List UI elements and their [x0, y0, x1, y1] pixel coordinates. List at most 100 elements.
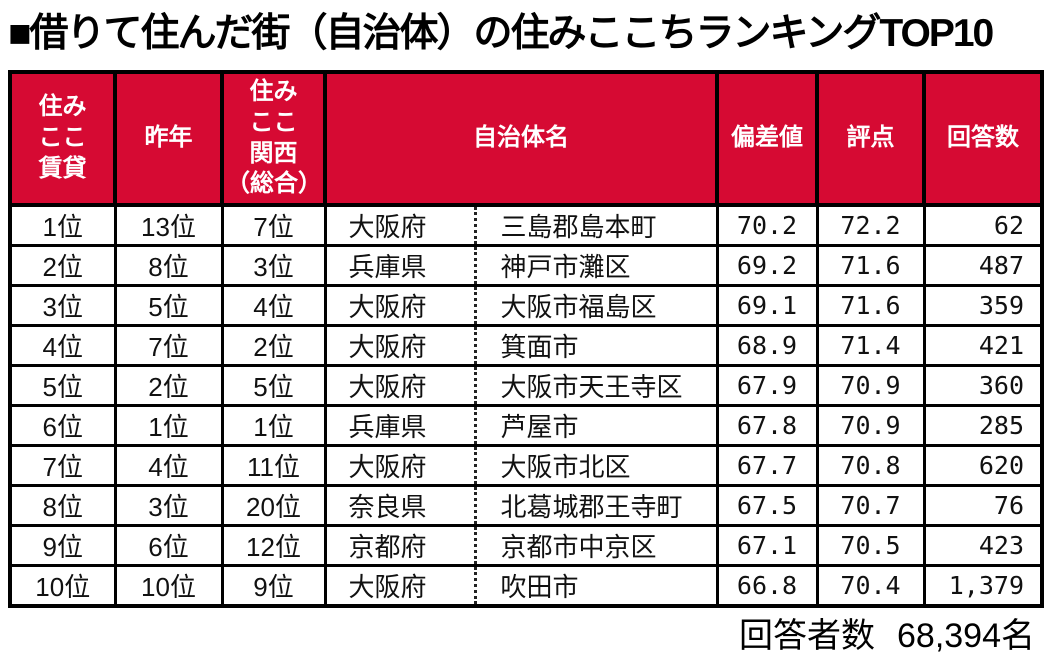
header-municipality-name: 自治体名	[323, 70, 719, 207]
cell-kansai-overall: 1位	[220, 404, 327, 447]
respondents-label: 回答者数	[739, 617, 875, 655]
cell-last-year: 3位	[113, 484, 224, 527]
cell-rank: 7位	[8, 444, 117, 487]
header-score: 評点	[815, 70, 926, 207]
cell-last-year: 2位	[113, 364, 224, 407]
cell-deviation: 67.7	[715, 444, 819, 487]
cell-prefecture: 大阪府	[323, 564, 477, 608]
cell-municipality: 三島郡島本町	[473, 203, 719, 247]
cell-rank: 8位	[8, 484, 117, 527]
cell-kansai-overall: 11位	[220, 444, 327, 487]
cell-deviation: 67.5	[715, 484, 819, 527]
cell-kansai-overall: 7位	[220, 203, 327, 247]
table-row: 10位 10位 9位 大阪府 吹田市 66.8 70.4 1,379	[8, 564, 1044, 608]
cell-prefecture: 大阪府	[323, 444, 477, 487]
cell-prefecture: 兵庫県	[323, 404, 477, 447]
cell-score: 70.9	[815, 404, 926, 447]
respondents-total: 回答者数 68,394名	[739, 608, 1035, 657]
cell-municipality: 箕面市	[473, 324, 719, 367]
cell-municipality: 神戸市灘区	[473, 244, 719, 287]
cell-responses: 285	[922, 404, 1044, 447]
respondents-value: 68,394名	[897, 617, 1035, 655]
table-row: 6位 1位 1位 兵庫県 芦屋市 67.8 70.9 285	[8, 404, 1044, 447]
cell-municipality: 大阪市北区	[473, 444, 719, 487]
cell-last-year: 7位	[113, 324, 224, 367]
cell-score: 71.4	[815, 324, 926, 367]
header-rank-rental: 住み ここ 賃貸	[8, 70, 117, 207]
cell-responses: 62	[922, 203, 1044, 247]
table-body: 1位 13位 7位 大阪府 三島郡島本町 70.2 72.2 62 2位 8位 …	[8, 203, 1044, 608]
cell-prefecture: 兵庫県	[323, 244, 477, 287]
cell-responses: 620	[922, 444, 1044, 487]
cell-municipality: 吹田市	[473, 564, 719, 608]
cell-score: 70.4	[815, 564, 926, 608]
cell-prefecture: 大阪府	[323, 364, 477, 407]
cell-score: 70.9	[815, 364, 926, 407]
cell-deviation: 70.2	[715, 203, 819, 247]
cell-last-year: 5位	[113, 284, 224, 327]
cell-responses: 421	[922, 324, 1044, 367]
cell-deviation: 69.2	[715, 244, 819, 287]
header-last-year: 昨年	[113, 70, 224, 207]
cell-last-year: 10位	[113, 564, 224, 608]
header-row: 住み ここ 賃貸 昨年 住み ここ 関西 （総合） 自治体名 偏差値 評点 回答…	[8, 70, 1044, 207]
ranking-table: 住み ここ 賃貸 昨年 住み ここ 関西 （総合） 自治体名 偏差値 評点 回答…	[8, 70, 1044, 608]
header-deviation: 偏差値	[715, 70, 819, 207]
cell-municipality: 京都市中京区	[473, 524, 719, 567]
cell-deviation: 67.9	[715, 364, 819, 407]
cell-deviation: 66.8	[715, 564, 819, 608]
cell-responses: 487	[922, 244, 1044, 287]
cell-prefecture: 大阪府	[323, 284, 477, 327]
cell-rank: 6位	[8, 404, 117, 447]
cell-rank: 2位	[8, 244, 117, 287]
cell-rank: 10位	[8, 564, 117, 608]
cell-kansai-overall: 5位	[220, 364, 327, 407]
cell-rank: 1位	[8, 203, 117, 247]
cell-score: 71.6	[815, 284, 926, 327]
cell-rank: 5位	[8, 364, 117, 407]
cell-deviation: 67.1	[715, 524, 819, 567]
cell-prefecture: 京都府	[323, 524, 477, 567]
cell-deviation: 68.9	[715, 324, 819, 367]
cell-last-year: 8位	[113, 244, 224, 287]
cell-kansai-overall: 9位	[220, 564, 327, 608]
cell-municipality: 北葛城郡王寺町	[473, 484, 719, 527]
table-header: 住み ここ 賃貸 昨年 住み ここ 関西 （総合） 自治体名 偏差値 評点 回答…	[8, 70, 1044, 207]
cell-score: 70.5	[815, 524, 926, 567]
table-row: 1位 13位 7位 大阪府 三島郡島本町 70.2 72.2 62	[8, 203, 1044, 247]
cell-deviation: 67.8	[715, 404, 819, 447]
cell-prefecture: 大阪府	[323, 203, 477, 247]
table-row: 7位 4位 11位 大阪府 大阪市北区 67.7 70.8 620	[8, 444, 1044, 487]
cell-kansai-overall: 2位	[220, 324, 327, 367]
cell-prefecture: 奈良県	[323, 484, 477, 527]
cell-prefecture: 大阪府	[323, 324, 477, 367]
cell-municipality: 大阪市福島区	[473, 284, 719, 327]
table-row: 3位 5位 4位 大阪府 大阪市福島区 69.1 71.6 359	[8, 284, 1044, 327]
cell-score: 70.8	[815, 444, 926, 487]
cell-last-year: 6位	[113, 524, 224, 567]
cell-score: 70.7	[815, 484, 926, 527]
table-row: 8位 3位 20位 奈良県 北葛城郡王寺町 67.5 70.7 76	[8, 484, 1044, 527]
cell-rank: 3位	[8, 284, 117, 327]
cell-responses: 1,379	[922, 564, 1044, 608]
cell-kansai-overall: 4位	[220, 284, 327, 327]
cell-score: 72.2	[815, 203, 926, 247]
header-kansai-overall: 住み ここ 関西 （総合）	[220, 70, 327, 207]
cell-responses: 423	[922, 524, 1044, 567]
cell-responses: 76	[922, 484, 1044, 527]
header-responses: 回答数	[922, 70, 1044, 207]
cell-kansai-overall: 20位	[220, 484, 327, 527]
cell-rank: 4位	[8, 324, 117, 367]
table-row: 4位 7位 2位 大阪府 箕面市 68.9 71.4 421	[8, 324, 1044, 367]
cell-deviation: 69.1	[715, 284, 819, 327]
cell-responses: 360	[922, 364, 1044, 407]
cell-last-year: 1位	[113, 404, 224, 447]
table-row: 2位 8位 3位 兵庫県 神戸市灘区 69.2 71.6 487	[8, 244, 1044, 287]
cell-municipality: 大阪市天王寺区	[473, 364, 719, 407]
cell-last-year: 13位	[113, 203, 224, 247]
cell-score: 71.6	[815, 244, 926, 287]
cell-rank: 9位	[8, 524, 117, 567]
page-title: ■借りて住んだ街（自治体）の住みここちランキングTOP10	[8, 12, 994, 55]
cell-last-year: 4位	[113, 444, 224, 487]
table-row: 9位 6位 12位 京都府 京都市中京区 67.1 70.5 423	[8, 524, 1044, 567]
